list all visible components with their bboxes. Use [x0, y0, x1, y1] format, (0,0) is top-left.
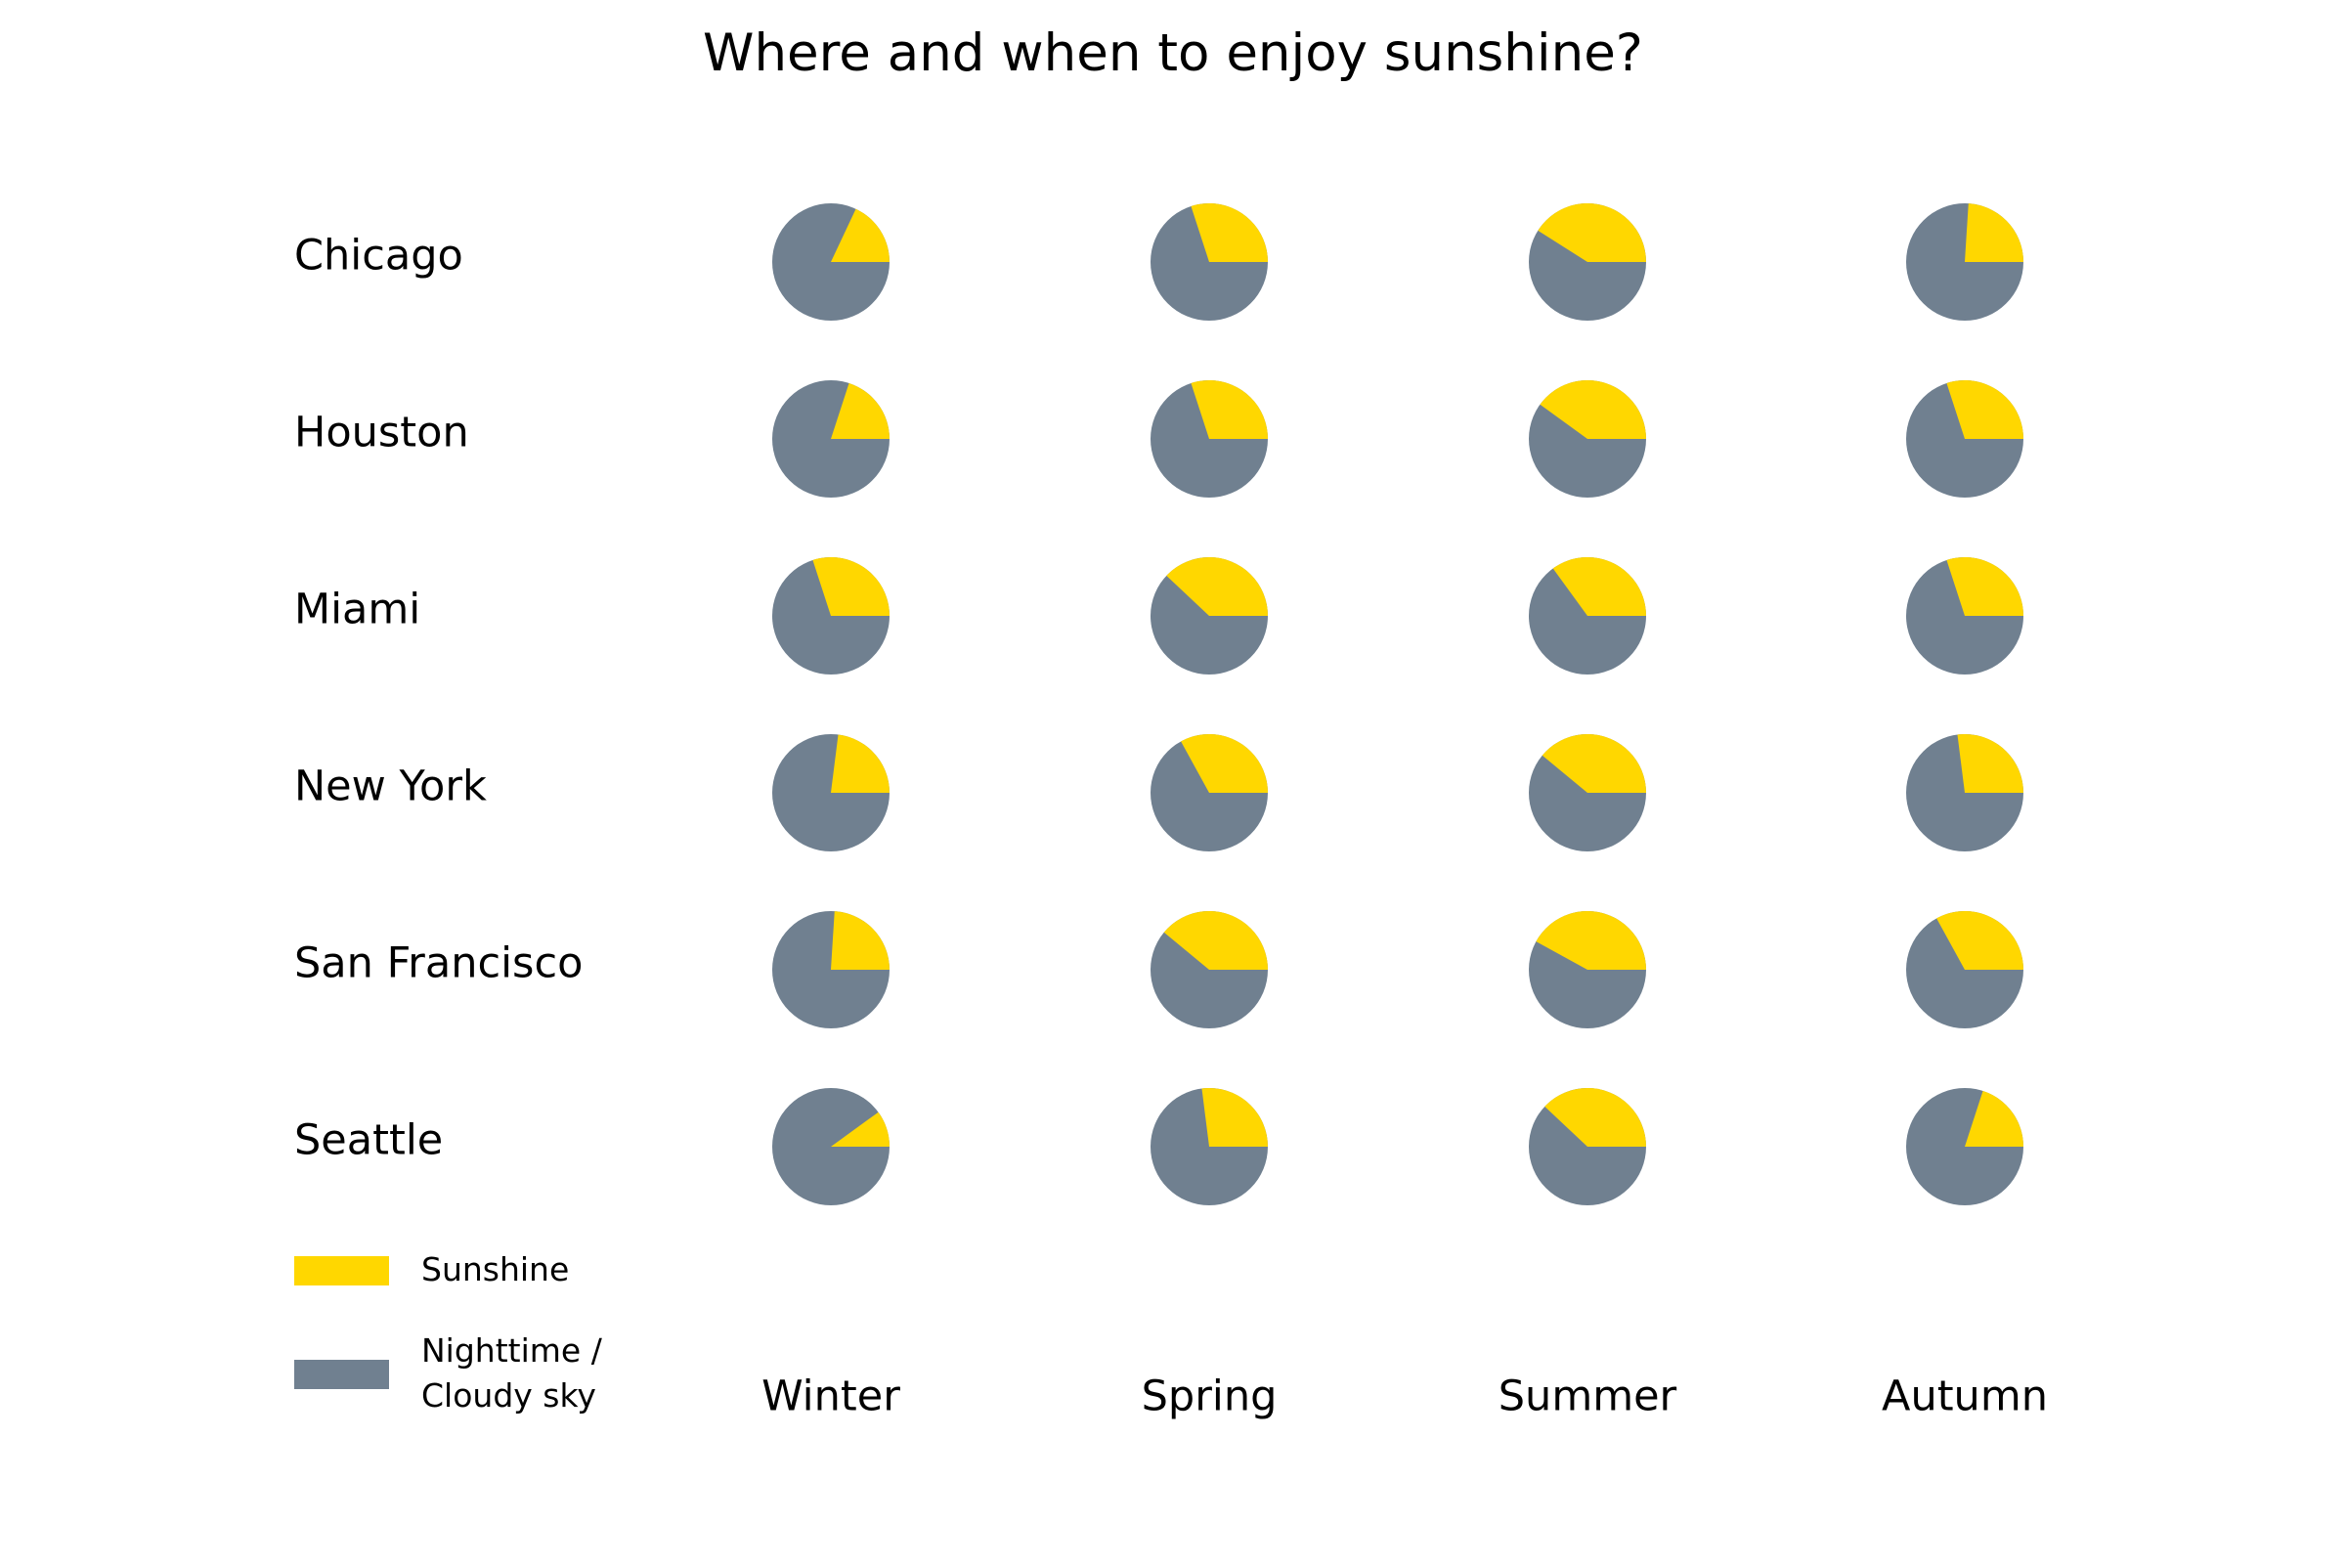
pie-houston-spring [1151, 380, 1268, 498]
sunshine-slice [1538, 202, 1646, 262]
sunshine-slice [831, 208, 890, 262]
pie-seattle-spring [1151, 1087, 1268, 1205]
sunshine-slice [1191, 380, 1268, 439]
sunshine-slice [831, 382, 890, 439]
legend-label: Sunshine [421, 1250, 569, 1288]
pie-chicago-summer [1529, 202, 1646, 321]
pie-new-york-winter [772, 734, 890, 851]
pie-houston-summer [1529, 379, 1646, 498]
sunshine-slice [1936, 910, 2023, 970]
sunshine-slice [1965, 203, 2023, 262]
pie-miami-spring [1151, 557, 1268, 675]
city-labels: Chicago Houston Miami New York San Francisco… [294, 232, 583, 1165]
sunshine-slice [1946, 557, 2023, 616]
sunshine-slice [1536, 910, 1646, 970]
city-label-miami: Miami [294, 586, 420, 634]
season-label-spring: Spring [1142, 1372, 1278, 1421]
sunshine-slice [1946, 380, 2023, 439]
city-label-houston: Houston [294, 409, 469, 457]
sunshine-slice [1965, 1090, 2023, 1147]
pie-houston-winter [772, 380, 890, 498]
pie-chicago-autumn [1906, 203, 2023, 321]
pie-san-francisco-autumn [1906, 910, 2023, 1028]
legend: Sunshine Nighttime / Cloudy sky [294, 1250, 603, 1415]
legend-entry-sunshine: Sunshine [294, 1250, 569, 1288]
pie-san-francisco-spring [1151, 910, 1268, 1028]
pie-miami-autumn [1906, 557, 2023, 675]
legend-label: Nighttime / Cloudy sky [421, 1331, 603, 1415]
pie-chicago-winter [772, 203, 890, 321]
sunshine-slice [1957, 733, 2023, 793]
pie-seattle-summer [1529, 1088, 1646, 1205]
pie-seattle-winter [772, 1088, 891, 1205]
season-label-summer: Summer [1499, 1372, 1677, 1421]
pie-new-york-autumn [1906, 733, 2023, 851]
legend-entry-nighttime-cloudy-sky: Nighttime / Cloudy sky [294, 1331, 603, 1415]
pie-grid [772, 202, 2023, 1205]
city-label-new-york: New York [294, 762, 487, 811]
sunshine-slice [831, 1111, 891, 1147]
city-label-chicago: Chicago [294, 232, 463, 281]
sunshine-slice [1542, 733, 1646, 793]
season-label-winter: Winter [761, 1372, 900, 1421]
sunshine-slice [831, 911, 890, 970]
pie-miami-summer [1529, 556, 1646, 675]
sunshine-slice [831, 734, 890, 793]
pie-san-francisco-summer [1529, 910, 1646, 1028]
season-label-autumn: Autumn [1882, 1372, 2048, 1421]
sunshine-slice [1201, 1087, 1268, 1147]
pie-new-york-spring [1151, 733, 1268, 851]
city-label-seattle: Seattle [294, 1116, 443, 1165]
legend-swatch [294, 1256, 389, 1285]
pie-chicago-spring [1151, 203, 1268, 321]
sunshine-slice [1166, 557, 1268, 616]
sunshine-slice [1544, 1088, 1646, 1147]
pie-houston-autumn [1906, 380, 2023, 498]
pie-new-york-summer [1529, 733, 1646, 851]
sunshine-slice [1163, 910, 1268, 970]
sunshine-slice [812, 557, 890, 616]
city-label-san-francisco: San Francisco [294, 939, 583, 988]
pie-seattle-autumn [1906, 1088, 2023, 1205]
pie-san-francisco-winter [772, 911, 890, 1028]
legend-swatch [294, 1360, 389, 1389]
sunshine-slice [1540, 379, 1646, 439]
sunshine-slice [1181, 733, 1268, 793]
season-labels: Winter Spring Summer Autumn [761, 1372, 2048, 1421]
chart-title: Where and when to enjoy sunshine? [703, 23, 1643, 83]
sunshine-slice [1191, 203, 1268, 262]
pie-miami-winter [772, 557, 890, 675]
sunshine-slice [1552, 556, 1646, 616]
